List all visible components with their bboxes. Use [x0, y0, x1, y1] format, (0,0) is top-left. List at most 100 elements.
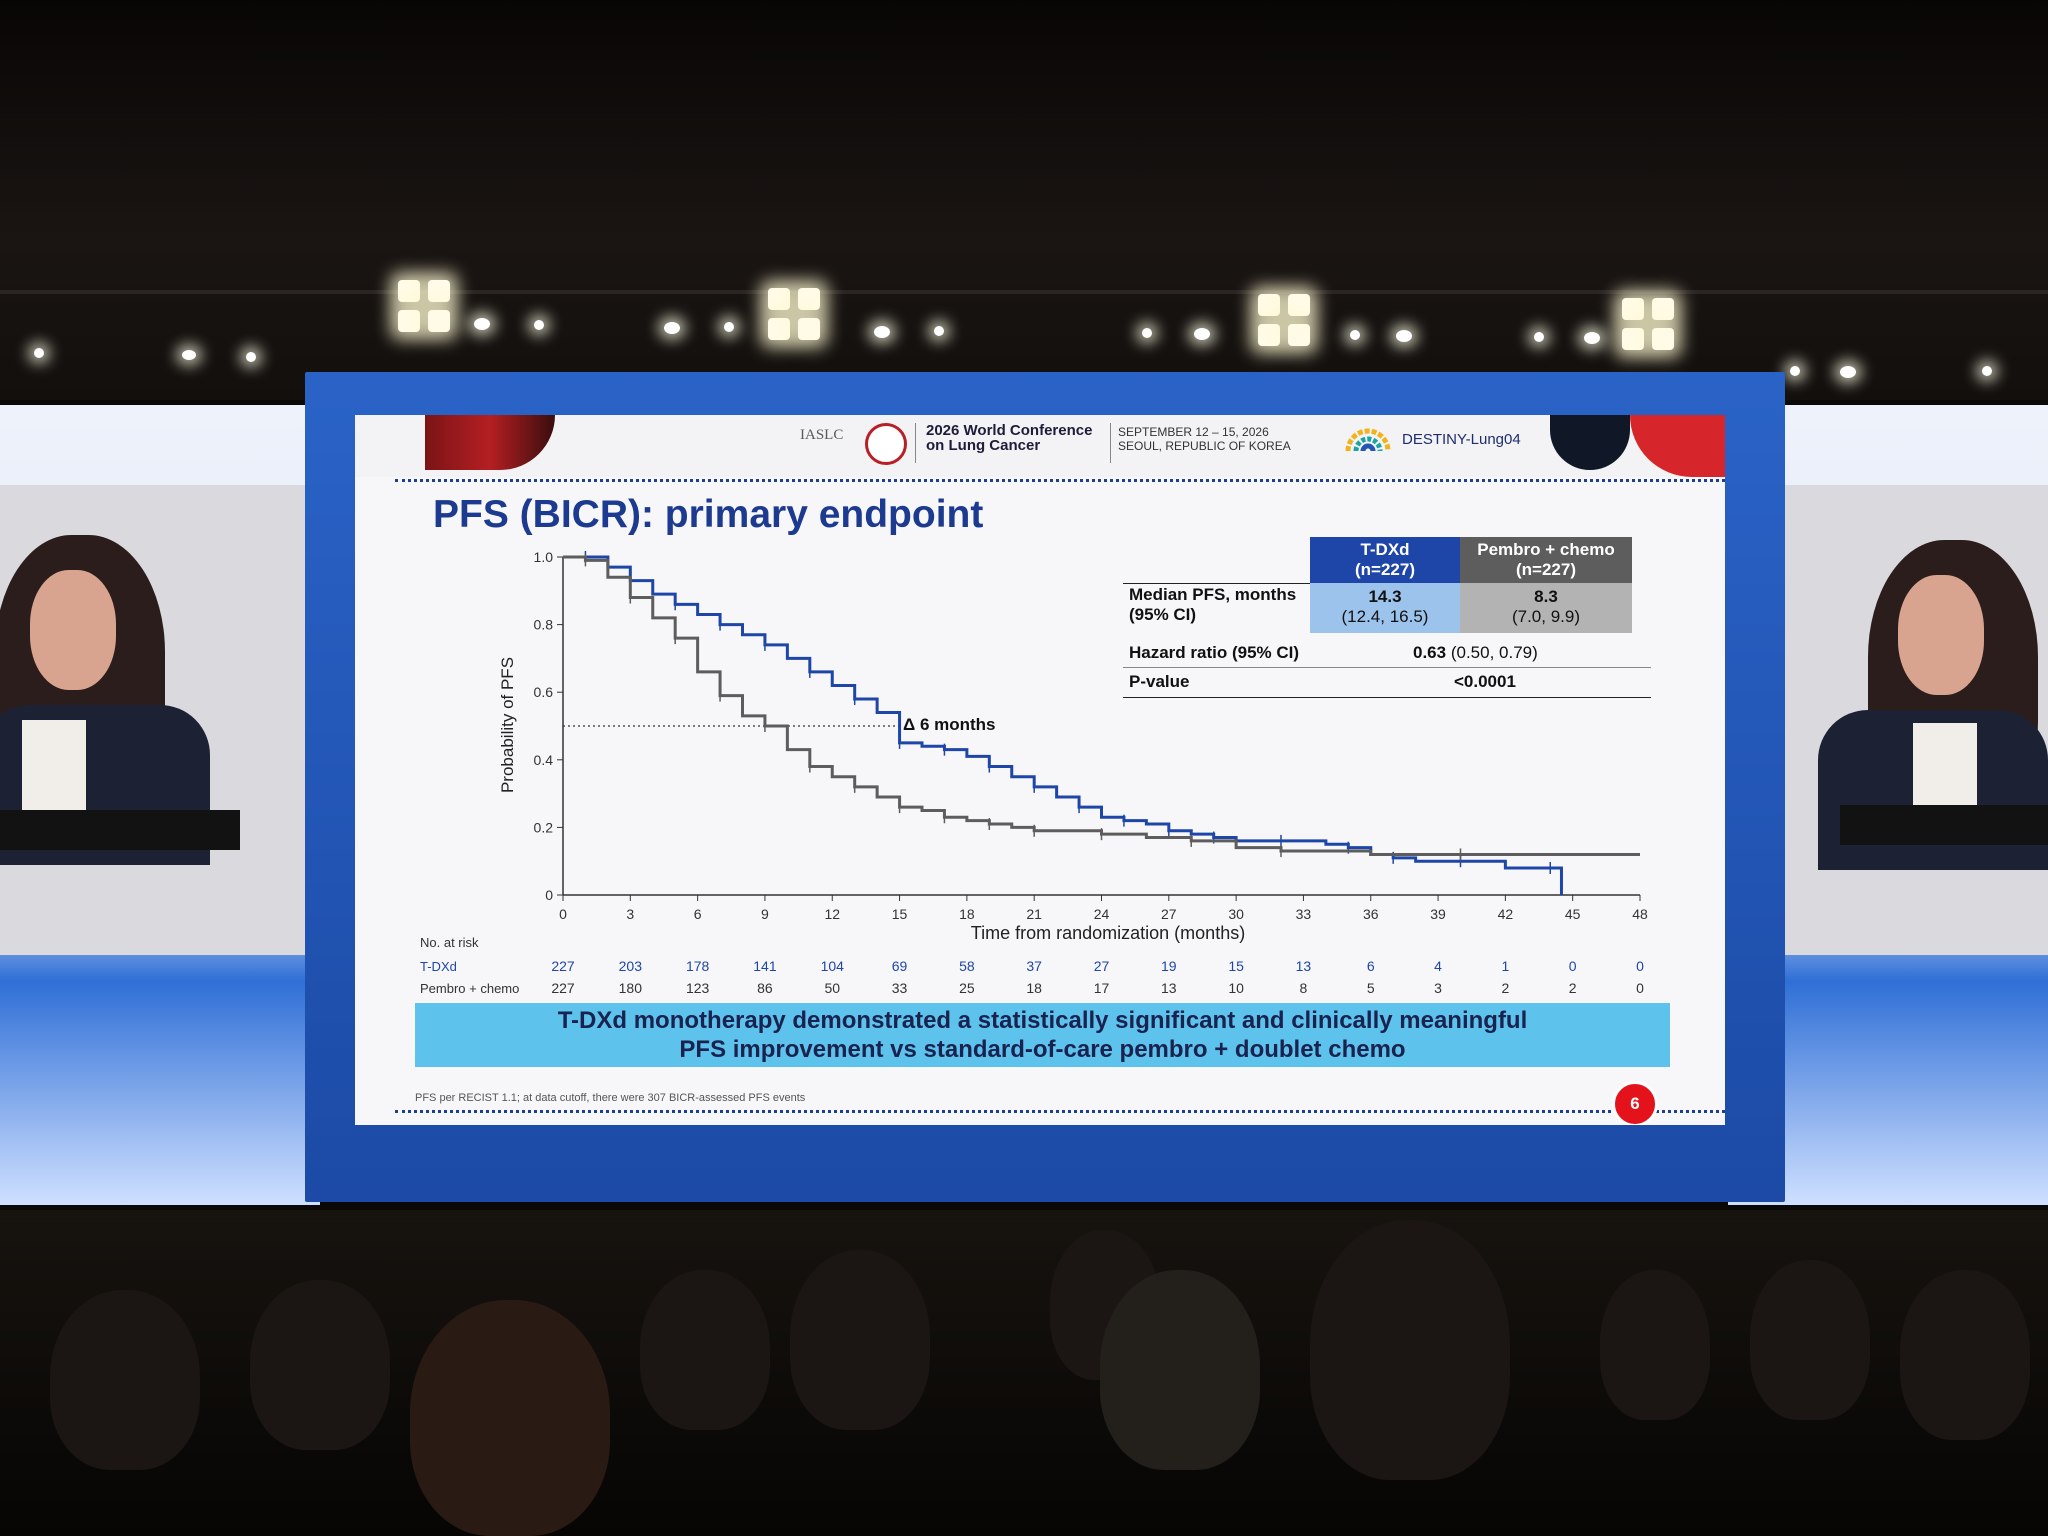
median-difference-annotation: Δ 6 months — [903, 715, 996, 734]
slide-header: IASLC 2026 World Conference on Lung Canc… — [355, 415, 1725, 477]
table-header-tdxd-line1: T-DXd — [1360, 540, 1410, 559]
audience-head — [1750, 1260, 1870, 1420]
risk-value-pembro: 123 — [686, 980, 710, 996]
conference-location: SEOUL, REPUBLIC OF KOREA — [1118, 439, 1291, 453]
slide-title: PFS (BICR): primary endpoint — [433, 493, 984, 536]
hazard-ratio-ci: (0.50, 0.79) — [1450, 643, 1538, 662]
audience — [0, 1210, 2048, 1536]
risk-value-tdxd: 4 — [1434, 958, 1442, 974]
footer-dotted-rule — [395, 1110, 1725, 1113]
spot-light — [534, 320, 544, 330]
x-tick-label: 9 — [761, 906, 769, 922]
risk-value-pembro: 13 — [1161, 980, 1177, 996]
spot-light — [874, 326, 890, 338]
conference-date: SEPTEMBER 12 – 15, 2026 SEOUL, REPUBLIC … — [1118, 425, 1298, 453]
risk-value-pembro: 50 — [824, 980, 840, 996]
audience-head — [50, 1290, 200, 1470]
risk-value-tdxd: 0 — [1569, 958, 1577, 974]
spot-light — [474, 318, 490, 330]
median-pfs-pembro-ci: (7.0, 9.9) — [1511, 607, 1581, 626]
table-rule — [1123, 667, 1651, 668]
left-speaker-screen — [0, 405, 320, 1205]
spot-light — [1982, 366, 1992, 376]
spot-light — [1194, 328, 1210, 340]
study-name: DESTINY-Lung04 — [1402, 431, 1521, 448]
y-tick-label: 0.6 — [534, 684, 554, 700]
table-header-pembro: Pembro + chemo (n=227) — [1460, 537, 1632, 583]
risk-value-pembro: 2 — [1501, 980, 1509, 996]
stage-light — [398, 280, 454, 336]
risk-value-tdxd: 6 — [1367, 958, 1375, 974]
risk-value-tdxd: 141 — [753, 958, 777, 974]
speaker-face — [1898, 575, 1984, 695]
table-rule — [1123, 583, 1310, 584]
risk-value-pembro: 25 — [959, 980, 975, 996]
y-tick-label: 0.2 — [534, 819, 554, 835]
risk-value-pembro: 0 — [1636, 980, 1644, 996]
risk-value-pembro: 18 — [1026, 980, 1042, 996]
spot-light — [1840, 366, 1856, 378]
risk-value-tdxd: 13 — [1296, 958, 1312, 974]
conclusion-line1: T-DXd monotherapy demonstrated a statist… — [557, 1007, 1528, 1034]
audience-head — [790, 1250, 930, 1430]
iaslc-logo: IASLC — [800, 427, 844, 443]
conclusion-line2: PFS improvement vs standard-of-care pemb… — [679, 1036, 1406, 1063]
risk-value-tdxd: 227 — [551, 958, 575, 974]
spot-light — [246, 352, 256, 362]
spot-light — [34, 348, 44, 358]
header-divider — [915, 423, 916, 463]
lighting-truss — [0, 290, 2048, 294]
y-tick-label: 0.8 — [534, 617, 554, 633]
hazard-ratio-estimate: 0.63 — [1413, 643, 1447, 662]
spot-light — [664, 322, 680, 334]
kaplan-meier-chart: 0 3 6 9 12 15 18 21 24 27 30 33 36 39 42 45 4800.20.40.6… — [420, 549, 1648, 996]
podium — [1840, 805, 2048, 845]
slide-footnote: PFS per RECIST 1.1; at data cutoff, ther… — [415, 1092, 806, 1104]
risk-row-label-tdxd: T-DXd — [420, 959, 457, 974]
table-header-pembro-line2: (n=227) — [1516, 560, 1576, 579]
median-pfs-tdxd-ci: (12.4, 16.5) — [1341, 607, 1429, 626]
slide-page-number: 6 — [1612, 1081, 1658, 1125]
presentation-slide: IASLC 2026 World Conference on Lung Canc… — [355, 415, 1725, 1125]
x-tick-label: 15 — [892, 906, 908, 922]
audience-head — [1600, 1270, 1710, 1420]
podium — [0, 810, 240, 850]
spot-light — [1350, 330, 1360, 340]
conference-seal-icon — [865, 423, 907, 465]
conference-name-line2: on Lung Cancer — [926, 437, 1041, 454]
hazard-ratio-value: 0.63 (0.50, 0.79) — [1413, 643, 1538, 663]
x-axis-label: Time from randomization (months) — [971, 923, 1245, 943]
risk-value-tdxd: 0 — [1636, 958, 1644, 974]
x-tick-label: 30 — [1228, 906, 1244, 922]
median-pfs-label-line2: (95% CI) — [1129, 605, 1197, 624]
risk-value-tdxd: 19 — [1161, 958, 1177, 974]
risk-table-header: No. at risk — [420, 935, 479, 950]
y-tick-label: 0 — [545, 887, 553, 903]
risk-value-pembro: 227 — [551, 980, 575, 996]
conference-name-line1: 2026 World Conference — [926, 422, 1093, 439]
hazard-ratio-label: Hazard ratio (95% CI) — [1129, 643, 1300, 662]
table-header-tdxd-line2: (n=227) — [1355, 560, 1415, 579]
p-value: <0.0001 — [1454, 672, 1516, 691]
stage-light — [768, 288, 824, 344]
conference-name: 2026 World Conference on Lung Cancer — [926, 423, 1116, 453]
median-pfs-label: Median PFS, months (95% CI) — [1129, 585, 1296, 625]
median-pfs-tdxd-value: 14.3 — [1368, 587, 1402, 606]
y-tick-label: 0.4 — [534, 752, 554, 768]
x-tick-label: 24 — [1094, 906, 1110, 922]
spot-light — [182, 350, 196, 360]
x-tick-label: 45 — [1565, 906, 1581, 922]
risk-value-pembro: 8 — [1300, 980, 1308, 996]
audience-head — [1310, 1220, 1510, 1480]
median-pfs-tdxd-cell: 14.3 (12.4, 16.5) — [1310, 583, 1460, 633]
risk-value-pembro: 2 — [1569, 980, 1577, 996]
risk-value-tdxd: 178 — [686, 958, 710, 974]
risk-value-pembro: 5 — [1367, 980, 1375, 996]
spot-light — [724, 322, 734, 332]
x-tick-label: 18 — [959, 906, 975, 922]
auditorium-ceiling — [0, 0, 2048, 400]
risk-value-tdxd: 15 — [1228, 958, 1244, 974]
x-tick-label: 33 — [1296, 906, 1312, 922]
risk-value-pembro: 180 — [619, 980, 643, 996]
risk-value-pembro: 33 — [892, 980, 908, 996]
